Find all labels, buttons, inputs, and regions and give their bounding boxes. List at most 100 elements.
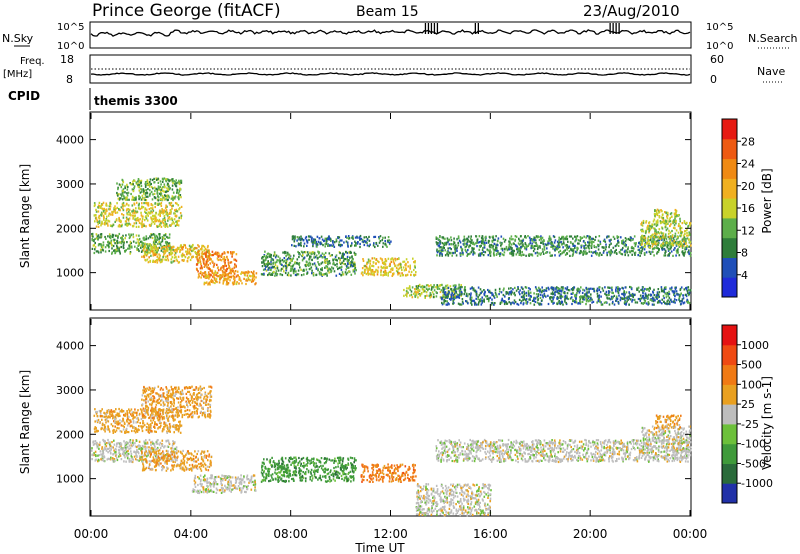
data-cell bbox=[126, 208, 128, 211]
data-cell bbox=[228, 266, 230, 269]
data-cell bbox=[643, 301, 646, 304]
data-cell bbox=[421, 284, 424, 288]
data-cell bbox=[439, 241, 442, 244]
data-cell bbox=[328, 260, 331, 263]
data-cell bbox=[108, 245, 110, 248]
data-cell bbox=[519, 251, 522, 254]
data-cell bbox=[397, 257, 400, 260]
data-cell bbox=[135, 197, 137, 200]
data-cell bbox=[311, 269, 313, 272]
data-cell bbox=[394, 265, 396, 268]
data-cell bbox=[636, 288, 638, 291]
data-cell bbox=[249, 279, 251, 282]
data-cell bbox=[656, 291, 659, 294]
data-cell bbox=[233, 266, 236, 269]
data-cell bbox=[292, 263, 295, 266]
data-cell bbox=[395, 269, 398, 272]
data-cell bbox=[580, 237, 582, 240]
data-cell bbox=[285, 263, 288, 266]
data-cell bbox=[111, 233, 114, 236]
data-cell bbox=[613, 237, 616, 240]
data-cell bbox=[269, 266, 271, 269]
data-cell bbox=[312, 273, 315, 276]
data-cell bbox=[662, 234, 665, 237]
data-cell bbox=[309, 267, 312, 270]
data-cell bbox=[233, 271, 235, 274]
data-cell bbox=[559, 249, 562, 252]
data-cell bbox=[438, 245, 441, 248]
data-cell bbox=[195, 263, 198, 266]
data-cell bbox=[512, 249, 514, 252]
data-cell bbox=[672, 237, 675, 240]
data-cell bbox=[405, 293, 407, 296]
data-cell bbox=[453, 241, 456, 244]
data-cell bbox=[161, 236, 164, 239]
data-cell bbox=[97, 234, 100, 237]
data-cell bbox=[398, 263, 400, 266]
data-cell bbox=[339, 239, 341, 242]
data-cell bbox=[596, 287, 599, 290]
data-cell bbox=[144, 216, 147, 219]
data-cell bbox=[671, 243, 674, 246]
data-cell bbox=[180, 205, 183, 208]
data-cell bbox=[221, 275, 224, 278]
data-cell bbox=[271, 271, 274, 274]
data-cell bbox=[592, 237, 594, 240]
data-cell bbox=[373, 257, 376, 260]
data-cell bbox=[649, 238, 651, 242]
data-cell bbox=[167, 242, 170, 245]
data-cell bbox=[621, 242, 623, 245]
data-cell bbox=[451, 292, 453, 295]
data-cell bbox=[499, 301, 502, 304]
data-cell bbox=[141, 457, 143, 460]
data-cell bbox=[274, 256, 277, 259]
data-cell bbox=[422, 290, 425, 293]
data-cell bbox=[124, 250, 126, 253]
data-cell bbox=[651, 223, 654, 226]
data-cell bbox=[441, 236, 443, 239]
data-cell bbox=[677, 251, 679, 254]
data-cell bbox=[590, 250, 593, 254]
data-cell bbox=[500, 247, 503, 250]
data-cell bbox=[144, 181, 147, 184]
data-cell bbox=[516, 245, 519, 248]
data-cell bbox=[295, 274, 298, 277]
data-cell bbox=[312, 240, 315, 243]
data-cell bbox=[208, 277, 210, 280]
data-cell bbox=[148, 256, 150, 259]
data-cell bbox=[399, 263, 402, 266]
data-cell bbox=[166, 213, 168, 216]
data-cell bbox=[279, 260, 282, 263]
data-cell bbox=[440, 289, 443, 292]
data-cell bbox=[644, 287, 646, 291]
data-cell bbox=[147, 251, 150, 254]
data-cell bbox=[97, 238, 99, 241]
data-cell bbox=[124, 186, 126, 190]
data-cell bbox=[656, 219, 659, 222]
data-cell bbox=[137, 180, 139, 183]
data-cell bbox=[137, 241, 139, 244]
data-cell bbox=[646, 288, 648, 291]
data-cell bbox=[132, 233, 134, 236]
data-cell bbox=[652, 298, 655, 301]
data-cell bbox=[104, 250, 107, 253]
data-cell bbox=[204, 247, 207, 250]
data-cell bbox=[636, 287, 638, 290]
data-cell bbox=[624, 253, 626, 257]
data-cell bbox=[353, 268, 356, 271]
data-cell bbox=[267, 267, 270, 270]
data-cell bbox=[669, 247, 672, 250]
data-cell bbox=[247, 272, 249, 275]
data-cell bbox=[144, 246, 146, 249]
data-cell bbox=[688, 245, 690, 248]
data-cell bbox=[109, 224, 112, 227]
data-cell bbox=[356, 242, 359, 245]
data-cell bbox=[265, 269, 268, 272]
data-cell bbox=[330, 244, 332, 247]
data-cell bbox=[459, 253, 462, 256]
data-cell bbox=[384, 239, 386, 243]
data-cell bbox=[139, 196, 142, 199]
data-cell bbox=[631, 249, 633, 252]
data-cell bbox=[375, 242, 377, 245]
data-cell bbox=[560, 297, 562, 300]
